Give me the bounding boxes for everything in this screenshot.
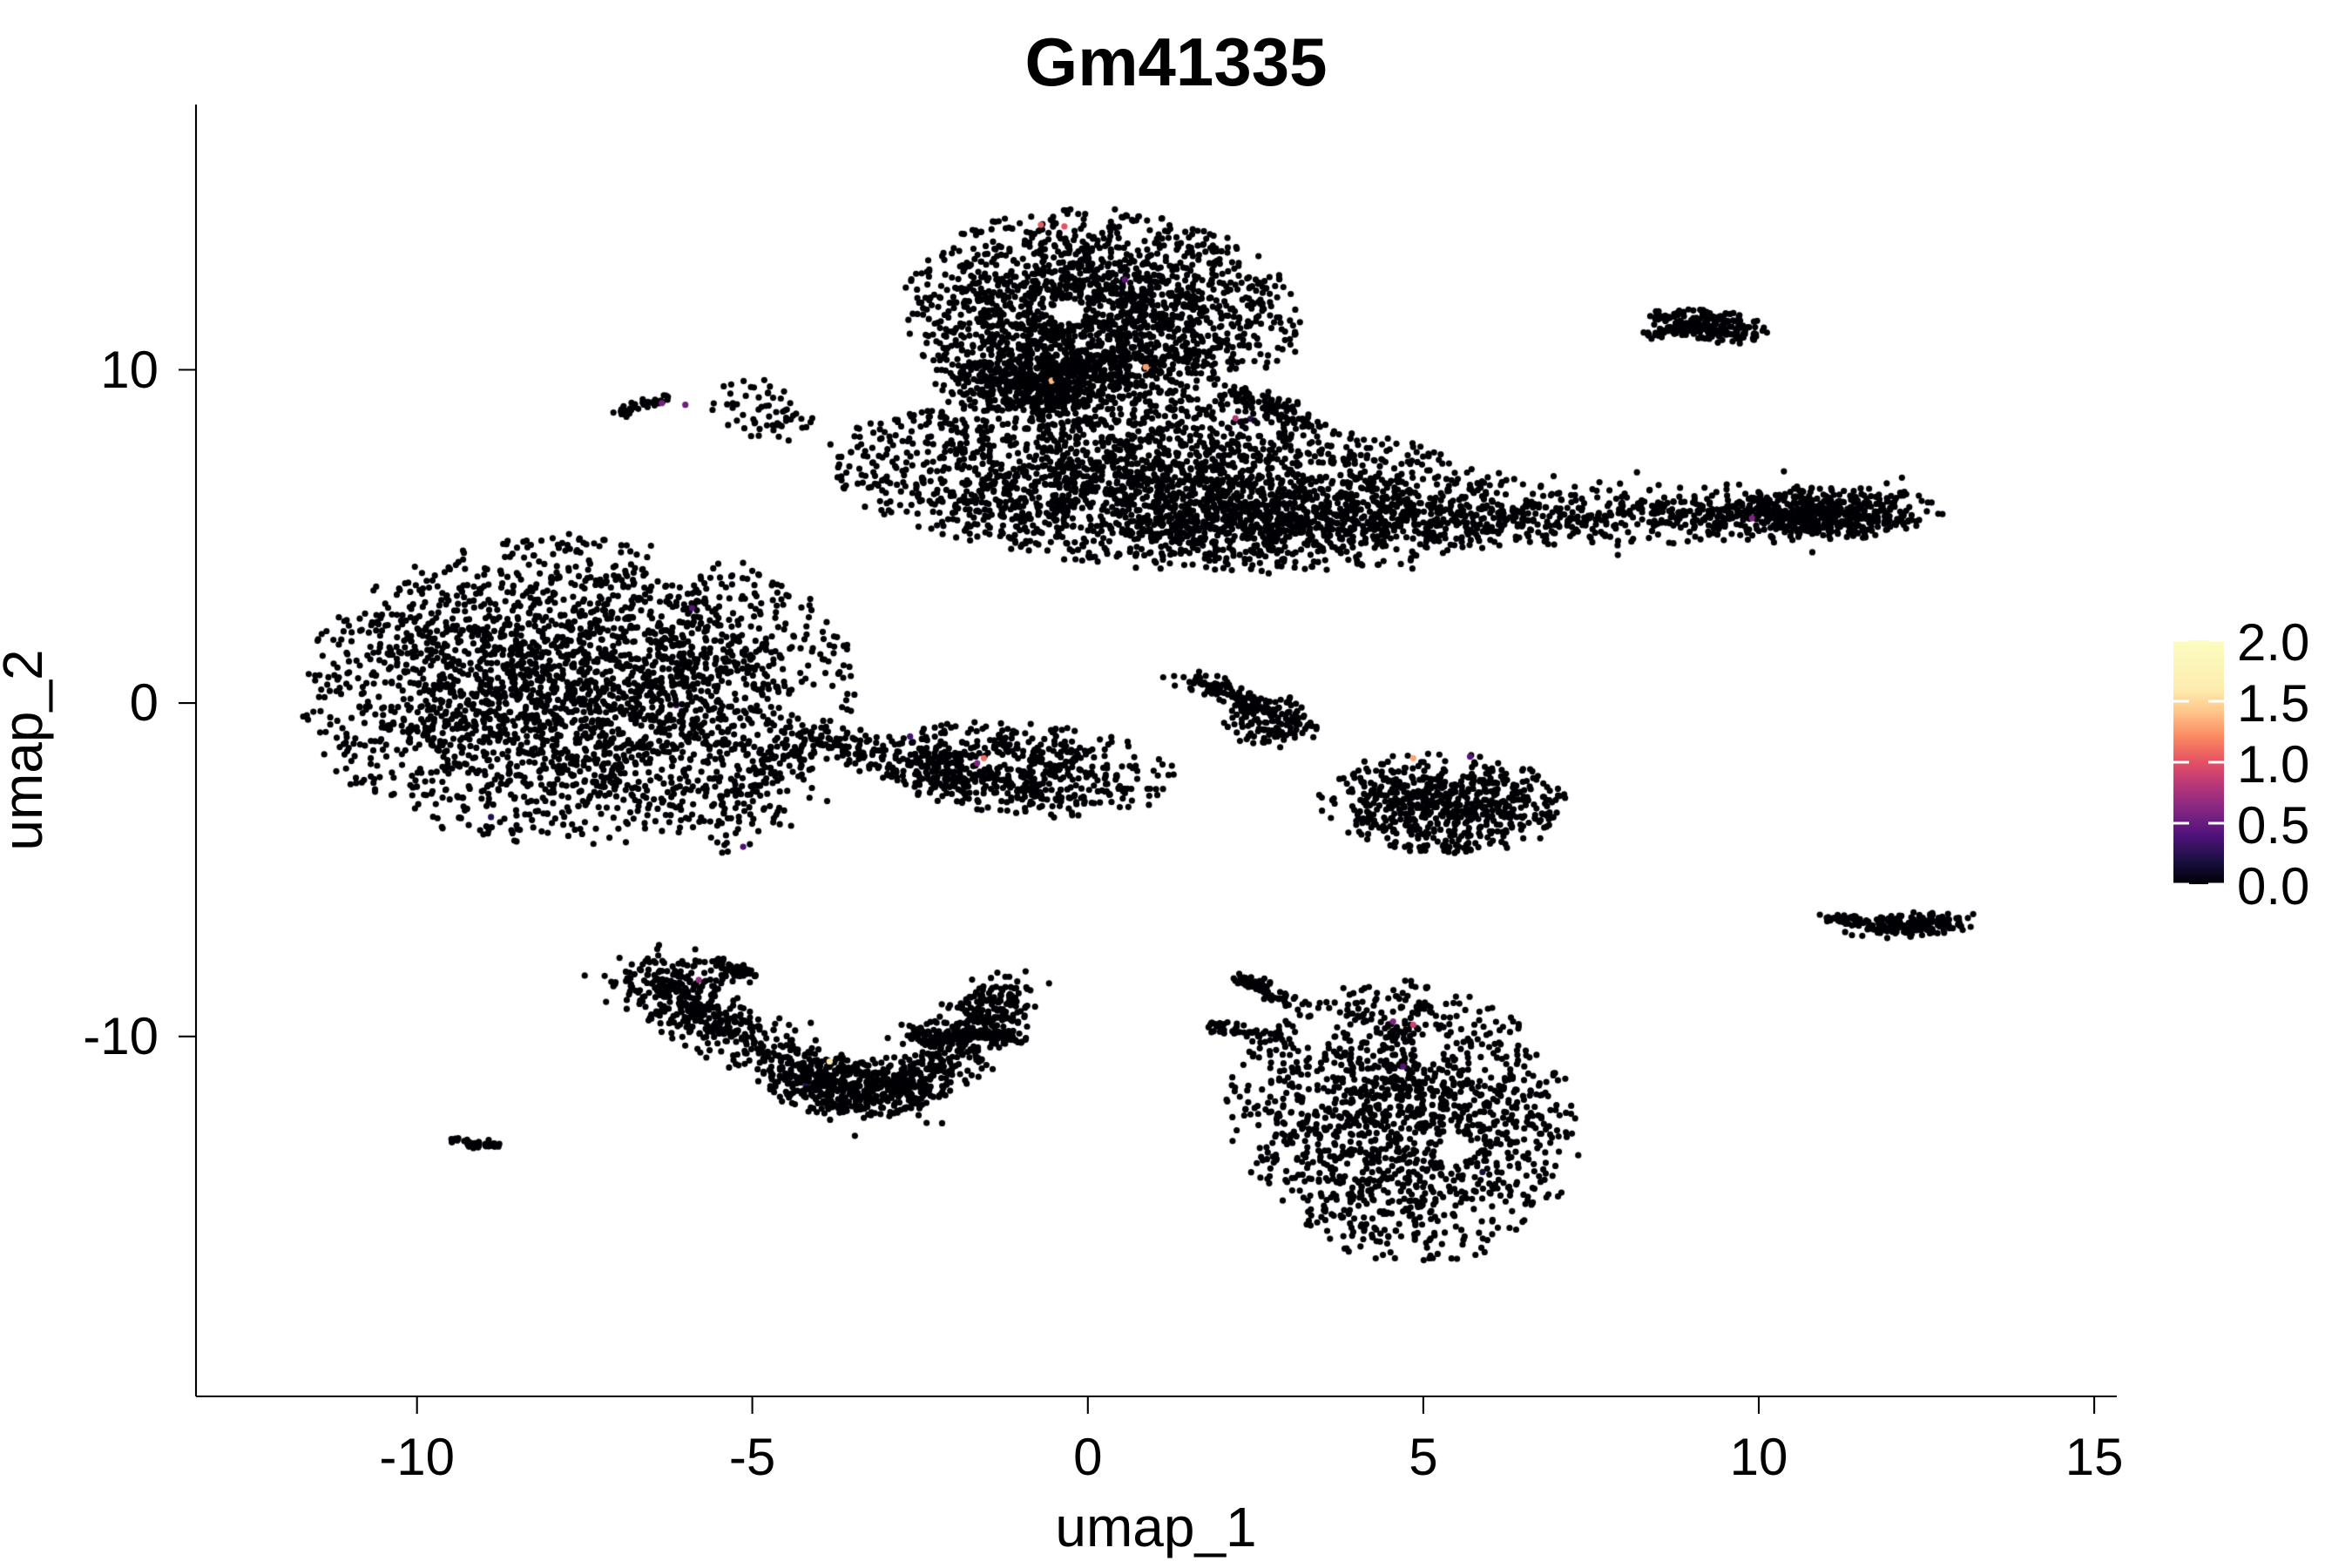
svg-text:-10: -10 bbox=[83, 1007, 159, 1065]
svg-text:10: 10 bbox=[1730, 1428, 1788, 1486]
svg-text:umap_1: umap_1 bbox=[1055, 1496, 1256, 1558]
svg-text:0: 0 bbox=[1073, 1428, 1102, 1486]
svg-text:1.0: 1.0 bbox=[2237, 735, 2309, 794]
svg-text:2.0: 2.0 bbox=[2237, 613, 2309, 672]
svg-text:umap_2: umap_2 bbox=[0, 649, 54, 850]
svg-text:0.0: 0.0 bbox=[2237, 857, 2309, 916]
svg-text:-5: -5 bbox=[729, 1428, 775, 1486]
svg-text:-10: -10 bbox=[379, 1428, 455, 1486]
svg-text:0.5: 0.5 bbox=[2237, 796, 2309, 855]
svg-text:10: 10 bbox=[100, 341, 159, 399]
svg-text:0: 0 bbox=[130, 673, 159, 732]
svg-text:1.5: 1.5 bbox=[2237, 674, 2309, 733]
svg-text:15: 15 bbox=[2065, 1428, 2124, 1486]
svg-text:5: 5 bbox=[1409, 1428, 1437, 1486]
